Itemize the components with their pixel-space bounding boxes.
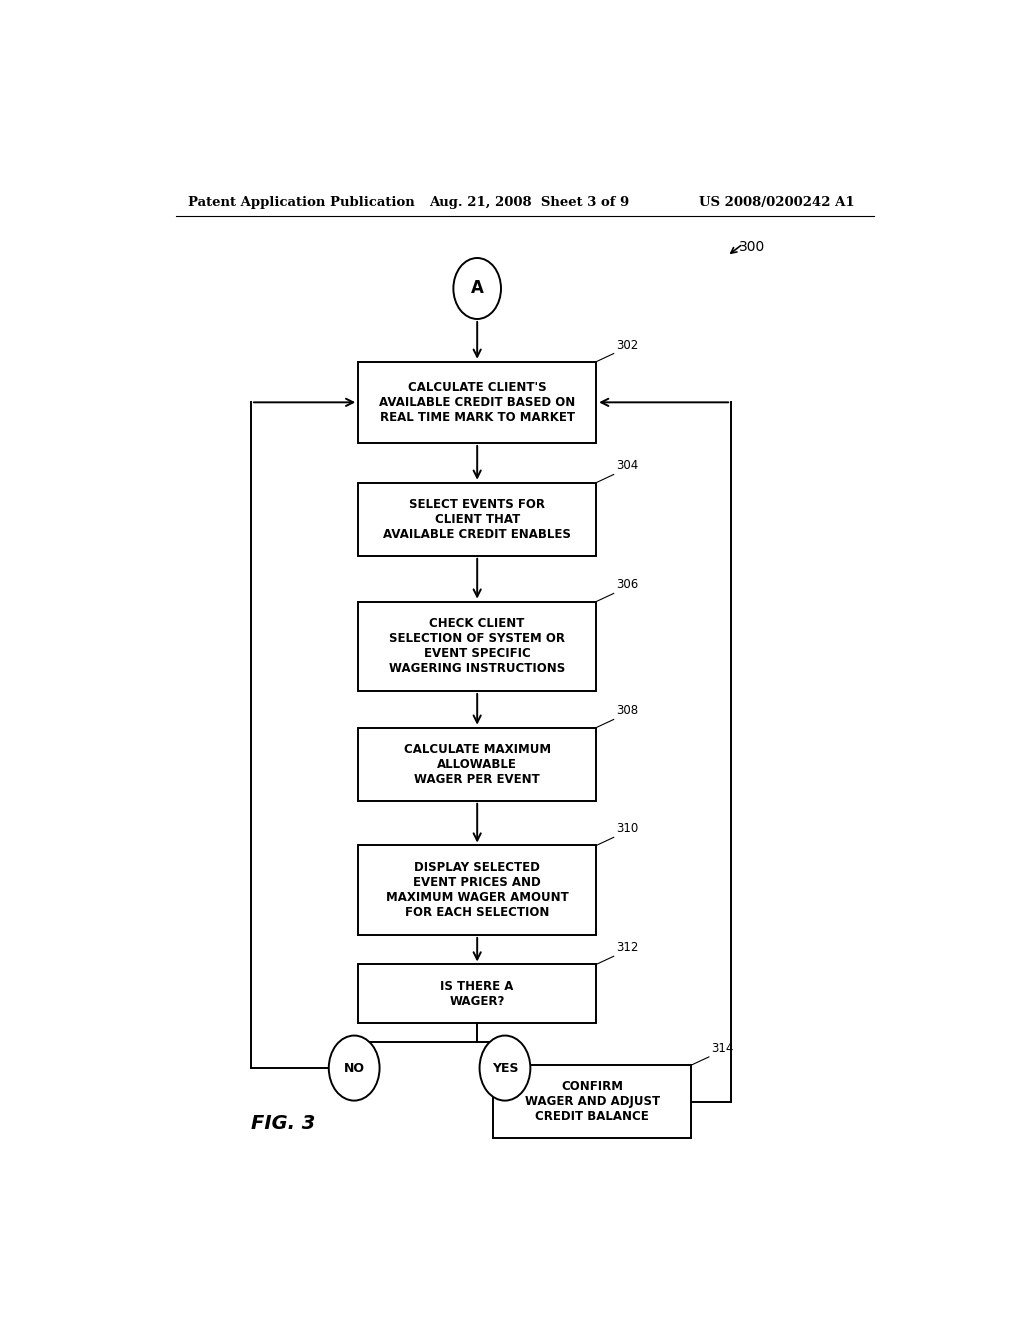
Text: FIG. 3: FIG. 3 [251, 1114, 315, 1134]
Text: SELECT EVENTS FOR
CLIENT THAT
AVAILABLE CREDIT ENABLES: SELECT EVENTS FOR CLIENT THAT AVAILABLE … [383, 498, 571, 541]
Text: Aug. 21, 2008  Sheet 3 of 9: Aug. 21, 2008 Sheet 3 of 9 [430, 195, 630, 209]
Text: US 2008/0200242 A1: US 2008/0200242 A1 [699, 195, 855, 209]
Text: 314: 314 [712, 1041, 733, 1055]
Text: 312: 312 [616, 941, 638, 954]
Text: CALCULATE CLIENT'S
AVAILABLE CREDIT BASED ON
REAL TIME MARK TO MARKET: CALCULATE CLIENT'S AVAILABLE CREDIT BASE… [379, 381, 575, 424]
Text: IS THERE A
WAGER?: IS THERE A WAGER? [440, 979, 514, 1008]
Text: NO: NO [344, 1061, 365, 1074]
Bar [358, 846, 596, 935]
Circle shape [454, 257, 501, 319]
Text: 302: 302 [616, 338, 638, 351]
Text: YES: YES [492, 1061, 518, 1074]
Text: CHECK CLIENT
SELECTION OF SYSTEM OR
EVENT SPECIFIC
WAGERING INSTRUCTIONS: CHECK CLIENT SELECTION OF SYSTEM OR EVEN… [389, 618, 565, 676]
Bar [358, 602, 596, 690]
Text: 304: 304 [616, 459, 638, 473]
Circle shape [329, 1036, 380, 1101]
Circle shape [479, 1036, 530, 1101]
Bar [358, 362, 596, 444]
Text: Patent Application Publication: Patent Application Publication [187, 195, 415, 209]
Text: CALCULATE MAXIMUM
ALLOWABLE
WAGER PER EVENT: CALCULATE MAXIMUM ALLOWABLE WAGER PER EV… [403, 743, 551, 785]
Bar [358, 727, 596, 801]
Text: 300: 300 [739, 240, 765, 253]
Bar [358, 483, 596, 556]
Text: 306: 306 [616, 578, 638, 591]
Text: CONFIRM
WAGER AND ADJUST
CREDIT BALANCE: CONFIRM WAGER AND ADJUST CREDIT BALANCE [524, 1080, 659, 1123]
Bar [494, 1065, 691, 1138]
Text: 308: 308 [616, 705, 638, 718]
Bar [358, 965, 596, 1023]
Text: A: A [471, 280, 483, 297]
Text: DISPLAY SELECTED
EVENT PRICES AND
MAXIMUM WAGER AMOUNT
FOR EACH SELECTION: DISPLAY SELECTED EVENT PRICES AND MAXIMU… [386, 861, 568, 919]
Text: 310: 310 [616, 822, 638, 836]
